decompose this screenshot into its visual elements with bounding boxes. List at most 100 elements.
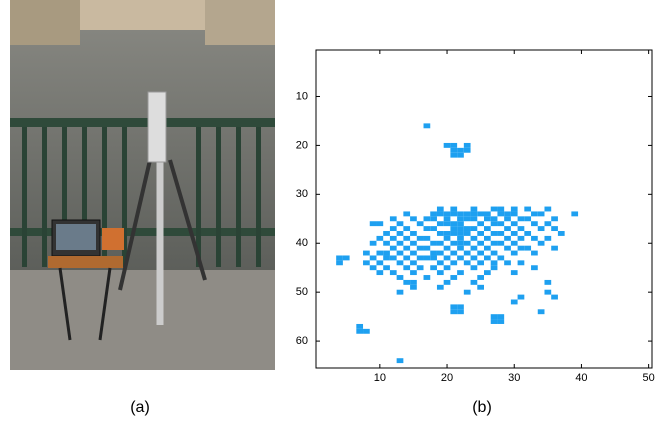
pixel	[436, 231, 444, 236]
pixel	[510, 206, 518, 212]
pixel	[457, 235, 464, 241]
pixel	[484, 235, 491, 241]
pixel	[490, 250, 498, 256]
pixel	[450, 226, 458, 232]
pixel	[470, 216, 478, 222]
pixel	[504, 260, 511, 266]
y-tick-label: 30	[296, 188, 308, 200]
pixel	[504, 245, 511, 251]
pixel	[423, 123, 431, 129]
pixel	[389, 270, 397, 276]
x-tick-label: 50	[643, 372, 655, 384]
pixel	[531, 221, 538, 227]
pixel	[477, 240, 484, 246]
pixel	[403, 265, 411, 271]
pixel	[497, 255, 505, 261]
pixel	[430, 240, 437, 246]
pixel	[484, 216, 491, 222]
pixel	[403, 211, 411, 217]
y-tick-label: 20	[296, 139, 308, 151]
pixel	[396, 240, 404, 246]
pixel	[477, 211, 484, 217]
pixel	[336, 255, 343, 261]
pixel	[389, 245, 397, 251]
pixel	[430, 255, 437, 261]
pixel	[436, 221, 444, 227]
pixel	[403, 245, 411, 251]
pixel	[484, 226, 491, 232]
pixel	[477, 275, 484, 280]
pixel	[436, 260, 444, 266]
pixel	[524, 206, 532, 212]
pixel	[389, 216, 397, 222]
pixel	[477, 221, 484, 227]
pixel	[450, 231, 458, 236]
pixel	[470, 206, 478, 212]
pixel	[450, 211, 458, 217]
pixel	[376, 260, 384, 266]
pixel	[436, 270, 444, 276]
pixel	[490, 265, 498, 271]
pixel	[551, 216, 558, 222]
pixel	[463, 260, 471, 266]
pixel	[416, 221, 424, 227]
pixel	[490, 216, 498, 222]
pixel	[510, 250, 518, 256]
pixel	[369, 265, 377, 271]
pixel	[423, 255, 431, 261]
pixel	[490, 260, 498, 266]
pixel	[484, 245, 491, 251]
pixel	[443, 255, 451, 261]
pixel	[544, 206, 552, 212]
pixel	[443, 221, 451, 227]
pixel	[356, 323, 364, 329]
pixel	[450, 260, 458, 266]
pixel	[484, 255, 491, 261]
pixel	[436, 206, 444, 212]
pixel	[443, 216, 451, 222]
pixel	[383, 231, 390, 236]
pixel	[389, 235, 397, 241]
pixel	[477, 250, 484, 256]
pixel	[443, 245, 451, 251]
pixel	[416, 265, 424, 271]
pixel	[470, 265, 478, 271]
pixel	[510, 240, 518, 246]
pixel	[463, 226, 471, 232]
pixel	[403, 255, 411, 261]
pixel	[389, 255, 397, 261]
pixel	[450, 147, 458, 153]
pixel	[571, 211, 579, 217]
pixel	[436, 240, 444, 246]
pixel	[457, 216, 464, 222]
photo	[10, 0, 275, 370]
pixel	[430, 211, 437, 217]
pixel	[551, 226, 558, 232]
pixel	[457, 255, 464, 261]
pixel	[517, 245, 525, 251]
pixel	[436, 250, 444, 256]
pixel	[537, 309, 545, 315]
pixel	[450, 152, 458, 158]
pixel	[383, 240, 390, 246]
pixel	[443, 235, 451, 241]
pixel	[450, 275, 458, 280]
pixel	[470, 211, 478, 217]
x-tick-label: 30	[508, 372, 520, 384]
x-tick-label: 20	[441, 372, 453, 384]
pixel	[463, 289, 471, 295]
pixel	[410, 250, 417, 256]
x-tick-label: 10	[374, 372, 386, 384]
pixel	[497, 240, 505, 246]
pixel	[430, 265, 437, 271]
pixel	[470, 279, 478, 285]
pixel	[436, 211, 444, 217]
pixel	[369, 221, 377, 227]
pixel	[450, 240, 458, 246]
pixel	[389, 226, 397, 232]
pixel	[423, 216, 431, 222]
pixel	[450, 221, 458, 227]
pixel	[450, 250, 458, 256]
pixel	[477, 284, 484, 290]
